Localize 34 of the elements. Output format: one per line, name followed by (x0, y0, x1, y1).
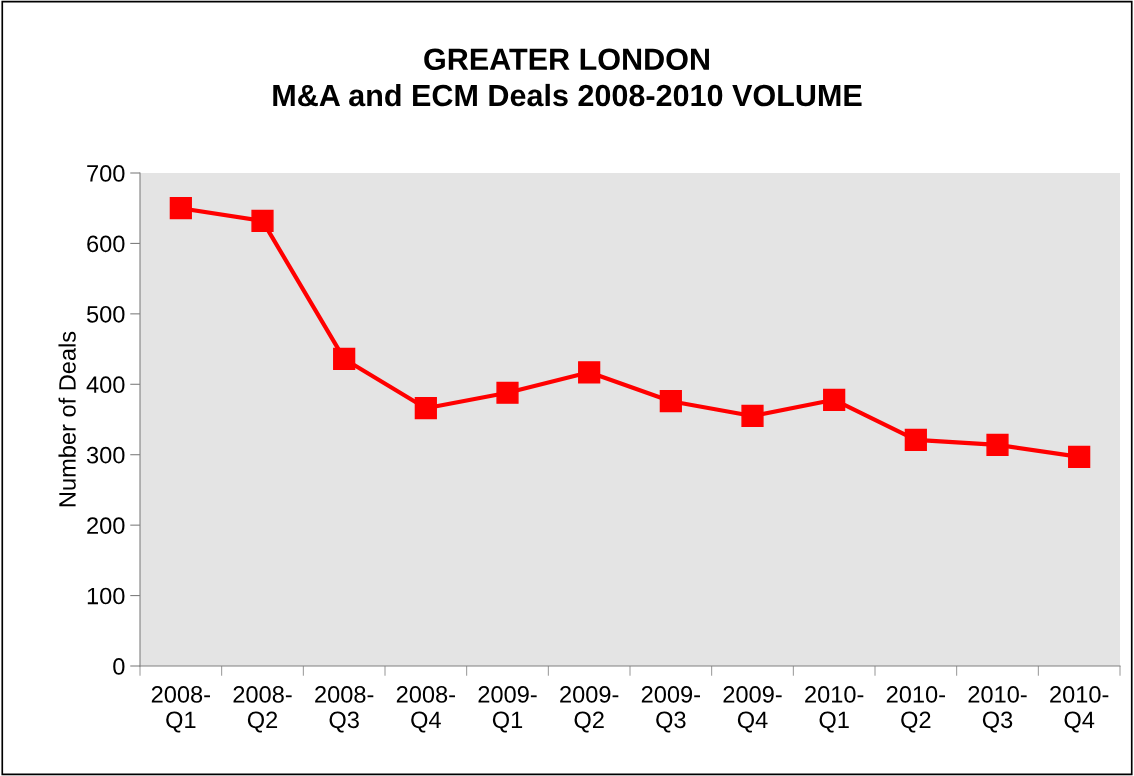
x-tick-label: 2008- Q1 (151, 686, 210, 733)
y-tick-label: 400 (86, 376, 125, 394)
y-tick-label: 300 (86, 446, 125, 464)
chart-title: GREATER LONDON M&A and ECM Deals 2008-2010 VOLUME (273, 48, 862, 107)
y-tick-label: 200 (87, 517, 125, 534)
point (1068, 445, 1091, 468)
x-tick-label: 2009- Q3 (641, 686, 700, 733)
x-tick-label: 2010- Q1 (805, 686, 864, 733)
point (578, 361, 601, 384)
x-tick-label: 2008- Q4 (396, 686, 455, 733)
x-tick-label: 2010- Q4 (1050, 686, 1109, 733)
point (904, 428, 927, 452)
x-tick-label: 2008- Q3 (315, 686, 374, 733)
x-tick-label: 2010- Q2 (886, 686, 945, 733)
point (169, 197, 192, 220)
x-tick-label: 2009- Q4 (723, 686, 782, 733)
point (251, 209, 274, 233)
point (823, 388, 846, 411)
y-tick-label: 0 (113, 658, 125, 675)
x-tick-label: 2010- Q3 (968, 686, 1027, 733)
point (741, 404, 764, 428)
point (496, 381, 519, 404)
point (659, 390, 682, 413)
x-tick-label: 2008- Q2 (233, 686, 292, 733)
y-tick-label: 500 (86, 305, 125, 323)
point (333, 347, 356, 371)
point (414, 397, 437, 420)
point (986, 433, 1009, 456)
y-tick-label: 700 (87, 165, 125, 182)
y-tick-label: 100 (87, 587, 125, 605)
y-axis-title: Number of Deals (58, 331, 76, 507)
x-tick-label: 2009- Q1 (478, 686, 537, 733)
x-tick-label: 2009- Q2 (560, 686, 619, 733)
y-tick-label: 600 (87, 235, 125, 253)
